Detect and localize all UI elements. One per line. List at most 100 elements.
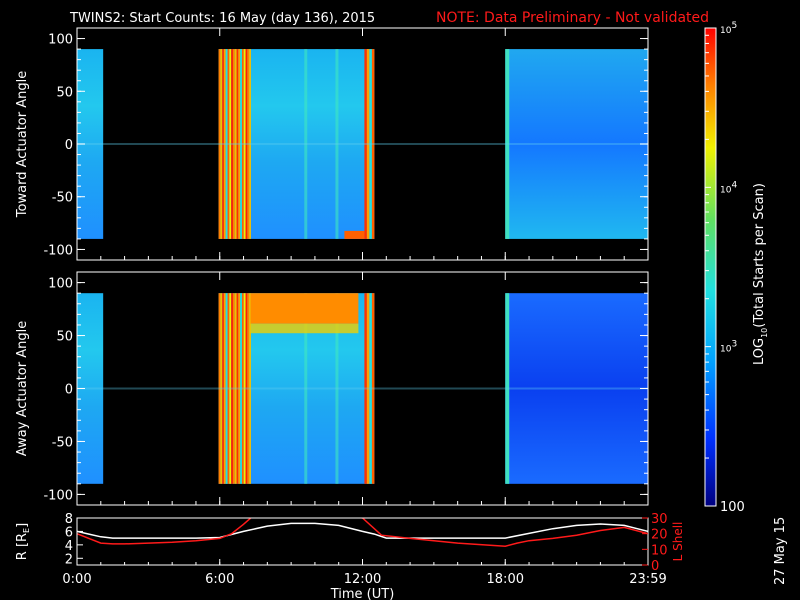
heat-stripe (227, 49, 230, 239)
heat-stripe (369, 49, 372, 239)
heat-stripe (304, 49, 308, 239)
heat-stripe (238, 293, 241, 484)
heat-stripe (249, 293, 251, 484)
x-axis-label: Time (UT) (330, 587, 395, 600)
heat-stripe (223, 49, 226, 239)
y-right-tick-label: 20 (651, 528, 668, 543)
colorbar-tick-base: 10 (720, 345, 732, 355)
heat-band (250, 323, 359, 334)
y-tick-label: 100 (48, 277, 73, 292)
heat-stripe (231, 293, 233, 484)
y-tick-label: 0 (65, 138, 73, 153)
y-tick-label: -100 (43, 243, 73, 258)
heat-stripe (240, 293, 242, 484)
panel-toward: 100 50 0 -50 -100 Toward Actuator Angle (15, 27, 649, 261)
colorbar-tick-base: 10 (720, 185, 732, 195)
heat-segment (505, 49, 648, 239)
heat-stripe (234, 293, 237, 484)
colorbar-tick-label: 104 (720, 180, 737, 195)
x-tick-label: 12:00 (344, 572, 381, 587)
series-lshell-line (77, 518, 648, 547)
heat-stripe (364, 49, 367, 239)
y-right-tick-label: 0 (651, 559, 659, 574)
heat-stripe (238, 49, 241, 239)
colorbar-label-sub: 10 (760, 328, 769, 338)
heat-stripe (232, 293, 235, 484)
heat-segment (505, 293, 648, 484)
y-tick-label: 0 (65, 383, 73, 398)
heat-stripe (335, 49, 339, 239)
heat-stripe (227, 293, 230, 484)
heat-stripe (222, 49, 224, 239)
heat-stripe (241, 293, 244, 484)
y-left-label-main: R [R (15, 533, 30, 560)
y-tick-label: -50 (52, 191, 73, 206)
heat-stripe (366, 49, 370, 239)
colorbar-gradient (704, 27, 717, 507)
y-left-label-close: ] (15, 523, 30, 528)
heat-stripe (245, 293, 248, 484)
y-right-tick-label: 10 (651, 543, 668, 558)
heat-stripe (229, 49, 232, 239)
x-tick-label: 23:59 (629, 572, 666, 587)
y-axis-label: Away Actuator Angle (15, 321, 30, 456)
y-left-label-sub: E (22, 528, 31, 533)
x-tick-label: 6:00 (205, 572, 234, 587)
y-tick-label: 50 (56, 330, 73, 345)
heat-stripe (335, 293, 339, 484)
colorbar-tick-exp: 3 (731, 340, 737, 350)
heat-stripe (229, 293, 232, 484)
heat-stripe (243, 293, 246, 484)
y-tick-label: -100 (43, 488, 73, 503)
heat-stripe (241, 49, 244, 239)
y-tick-label: 2 (65, 552, 73, 567)
y-tick-label: 8 (65, 512, 73, 527)
heat-stripe (243, 49, 246, 239)
y-right-axis-label: L Shell (671, 522, 685, 562)
heat-stripe (220, 293, 223, 484)
heat-stripe (225, 293, 228, 484)
heat-stripe (505, 293, 510, 484)
colorbar-tick-exp: 5 (731, 21, 737, 31)
y-left-axis-label: R [RE] (15, 523, 31, 560)
panel-away: 100 50 0 -50 -100 Away Actuator Angle (15, 271, 649, 506)
colorbar-label-main: LOG (752, 338, 767, 365)
y-tick-label: 50 (56, 85, 73, 100)
heat-stripe (247, 293, 250, 484)
y-tick-label: -50 (52, 435, 73, 450)
heat-stripe (225, 49, 228, 239)
heat-band (250, 293, 359, 324)
heat-stripe (223, 293, 226, 484)
colorbar-tick-label: 100 (720, 500, 745, 515)
colorbar-tick-label: 103 (720, 340, 737, 355)
heat-stripe (222, 293, 224, 484)
colorbar-tick-exp: 4 (731, 180, 737, 190)
heat-stripe (505, 49, 510, 239)
heat-stripe (232, 49, 235, 239)
heat-stripe (369, 293, 372, 484)
y-tick-label: 100 (48, 33, 73, 48)
colorbar-label-rest: (Total Starts per Scan) (752, 183, 767, 328)
date-stamp: 27 May 15 (773, 517, 788, 585)
series-r-line (77, 522, 648, 539)
colorbar-tick-label: 105 (720, 21, 737, 36)
heat-stripe (220, 49, 223, 239)
chart-note: NOTE: Data Preliminary - Not validated (436, 10, 709, 26)
heat-stripe (245, 49, 248, 239)
chart-title: TWINS2: Start Counts: 16 May (day 136), … (69, 11, 375, 26)
heat-stripe (231, 49, 233, 239)
colorbar-label: LOG10(Total Starts per Scan) (752, 183, 769, 365)
heat-stripe (247, 49, 250, 239)
heat-stripe (371, 49, 375, 239)
y-tick-label: 4 (65, 539, 73, 554)
heat-stripe (366, 293, 370, 484)
y-axis-label: Toward Actuator Angle (15, 71, 30, 218)
heat-band (344, 230, 365, 239)
x-tick-label: 18:00 (487, 572, 524, 587)
heat-stripe (364, 293, 367, 484)
heat-stripe (236, 49, 239, 239)
heat-stripe (218, 293, 221, 484)
